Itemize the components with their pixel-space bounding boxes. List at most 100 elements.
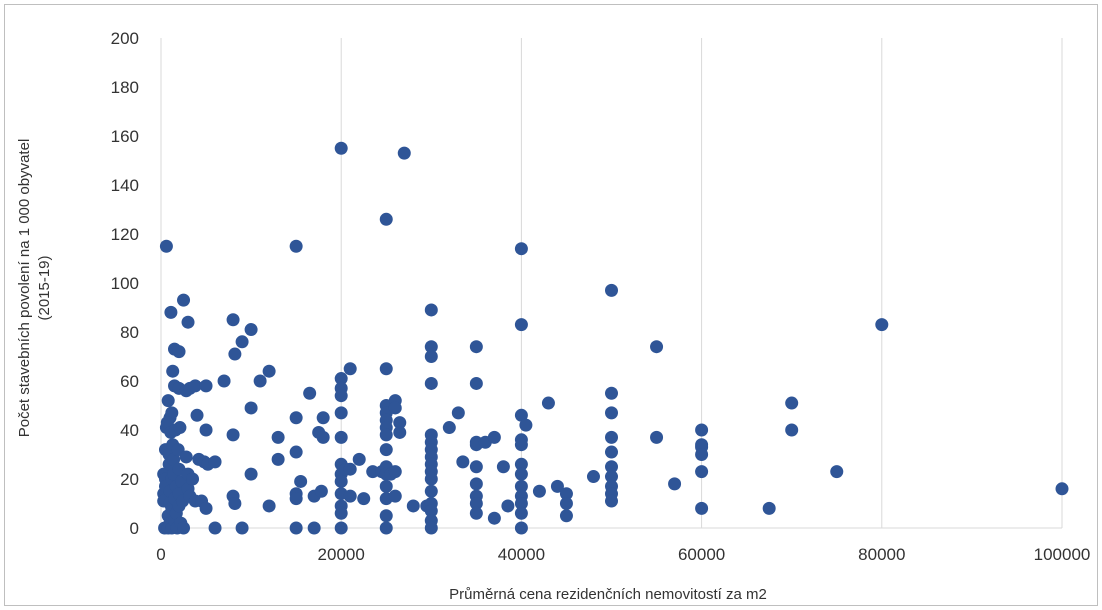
data-point-128 [514,506,528,520]
data-point-140 [605,406,618,420]
data-point-156 [695,501,709,515]
data-point-158 [785,396,799,410]
data-point-137 [586,470,600,484]
data-point-184 [167,452,181,466]
data-point-124 [514,467,528,481]
data-point-20 [244,323,258,337]
data-point-19 [235,335,249,349]
data-point-25 [271,452,285,466]
data-point-161 [875,318,889,332]
data-point-21 [244,401,258,415]
y-tick-label-1: 20 [120,470,139,489]
data-point-112 [469,506,483,520]
data-point-17 [226,313,240,327]
data-point-71 [379,479,393,493]
data-point-220 [244,467,258,481]
y-tick-label-9: 180 [111,78,139,97]
data-point-23 [262,364,276,378]
data-point-127 [514,497,528,510]
data-point-149 [650,430,664,444]
data-point-57 [352,452,366,466]
data-point-73 [379,509,393,523]
data-point-58 [357,492,371,506]
data-point-162 [1055,482,1069,496]
data-point-212 [199,501,213,515]
data-point-116 [496,460,510,474]
data-point-100 [424,521,438,535]
data-point-35 [307,521,321,535]
data-point-62 [379,362,393,376]
data-point-207 [190,408,204,422]
data-point-103 [456,455,470,469]
x-tick-labels: 0 20000 40000 60000 80000 100000 [156,545,1090,564]
data-point-38 [316,411,330,425]
data-point-139 [605,386,618,400]
data-point-79 [388,489,402,503]
data-point-56 [343,489,357,503]
data-point-205 [186,472,200,486]
data-point-196 [173,421,187,435]
data-point-55 [343,462,357,476]
x-tick-label-1: 20000 [318,545,365,564]
data-point-3 [166,364,180,378]
data-point-150 [668,477,682,491]
data-point-16 [217,374,231,388]
data-point-119 [514,318,528,332]
data-point-85 [424,303,438,317]
data-point-32 [294,474,308,488]
data-point-30 [289,492,303,506]
data-point-33 [303,386,317,400]
data-point-87 [424,350,438,363]
data-point-40 [334,141,348,155]
data-point-114 [487,511,501,525]
data-point-67 [379,428,393,442]
data-point-22 [253,374,267,388]
data-point-135 [559,497,573,510]
data-point-111 [469,497,483,510]
data-point-160 [830,465,844,479]
data-point-132 [541,396,555,410]
data-point-95 [424,472,438,486]
data-point-80 [393,416,407,430]
data-point-123 [514,457,528,471]
data-point-82 [397,146,411,160]
data-point-125 [514,479,528,493]
data-point-15 [199,379,213,393]
data-point-136 [559,509,573,523]
data-point-9 [165,406,179,420]
chart-frame: 0 20000 40000 60000 80000 100000 0 20 40 60 80 100… [4,4,1098,606]
data-point-54 [343,362,357,376]
y-tick-label-8: 160 [111,127,139,146]
data-point-130 [519,418,533,432]
y-tick-labels: 0 20 40 60 80 100 120 140 160 180 200 [111,29,139,538]
data-point-7 [181,315,195,329]
data-point-215 [208,521,222,535]
y-tick-label-5: 100 [111,274,139,293]
scatter-chart: 0 20000 40000 60000 80000 100000 0 20 40 60 80 100… [16,29,1090,603]
data-point-109 [469,477,483,491]
data-point-211 [199,423,213,437]
data-point-151 [695,423,709,437]
y-tick-label-6: 120 [111,225,139,244]
y-tick-label-3: 60 [120,372,139,391]
data-point-143 [605,460,618,474]
data-point-201 [179,450,193,464]
data-point-24 [271,430,285,444]
data-point-148 [650,340,664,354]
data-point-98 [424,504,438,518]
data-point-138 [605,283,618,297]
data-point-45 [334,430,348,444]
data-point-83 [406,499,420,513]
y-tick-label-4: 80 [120,323,139,342]
y-tick-label-10: 200 [111,29,139,48]
data-point-61 [379,212,393,226]
data-point-37 [314,484,328,498]
data-point-157 [762,501,776,515]
data-point-129 [514,521,528,535]
data-point-0 [159,239,173,253]
data-point-214 [208,455,222,469]
data-point-120 [514,408,528,422]
data-point-221 [262,499,276,513]
data-point-5 [172,345,186,359]
data-point-74 [379,521,393,535]
